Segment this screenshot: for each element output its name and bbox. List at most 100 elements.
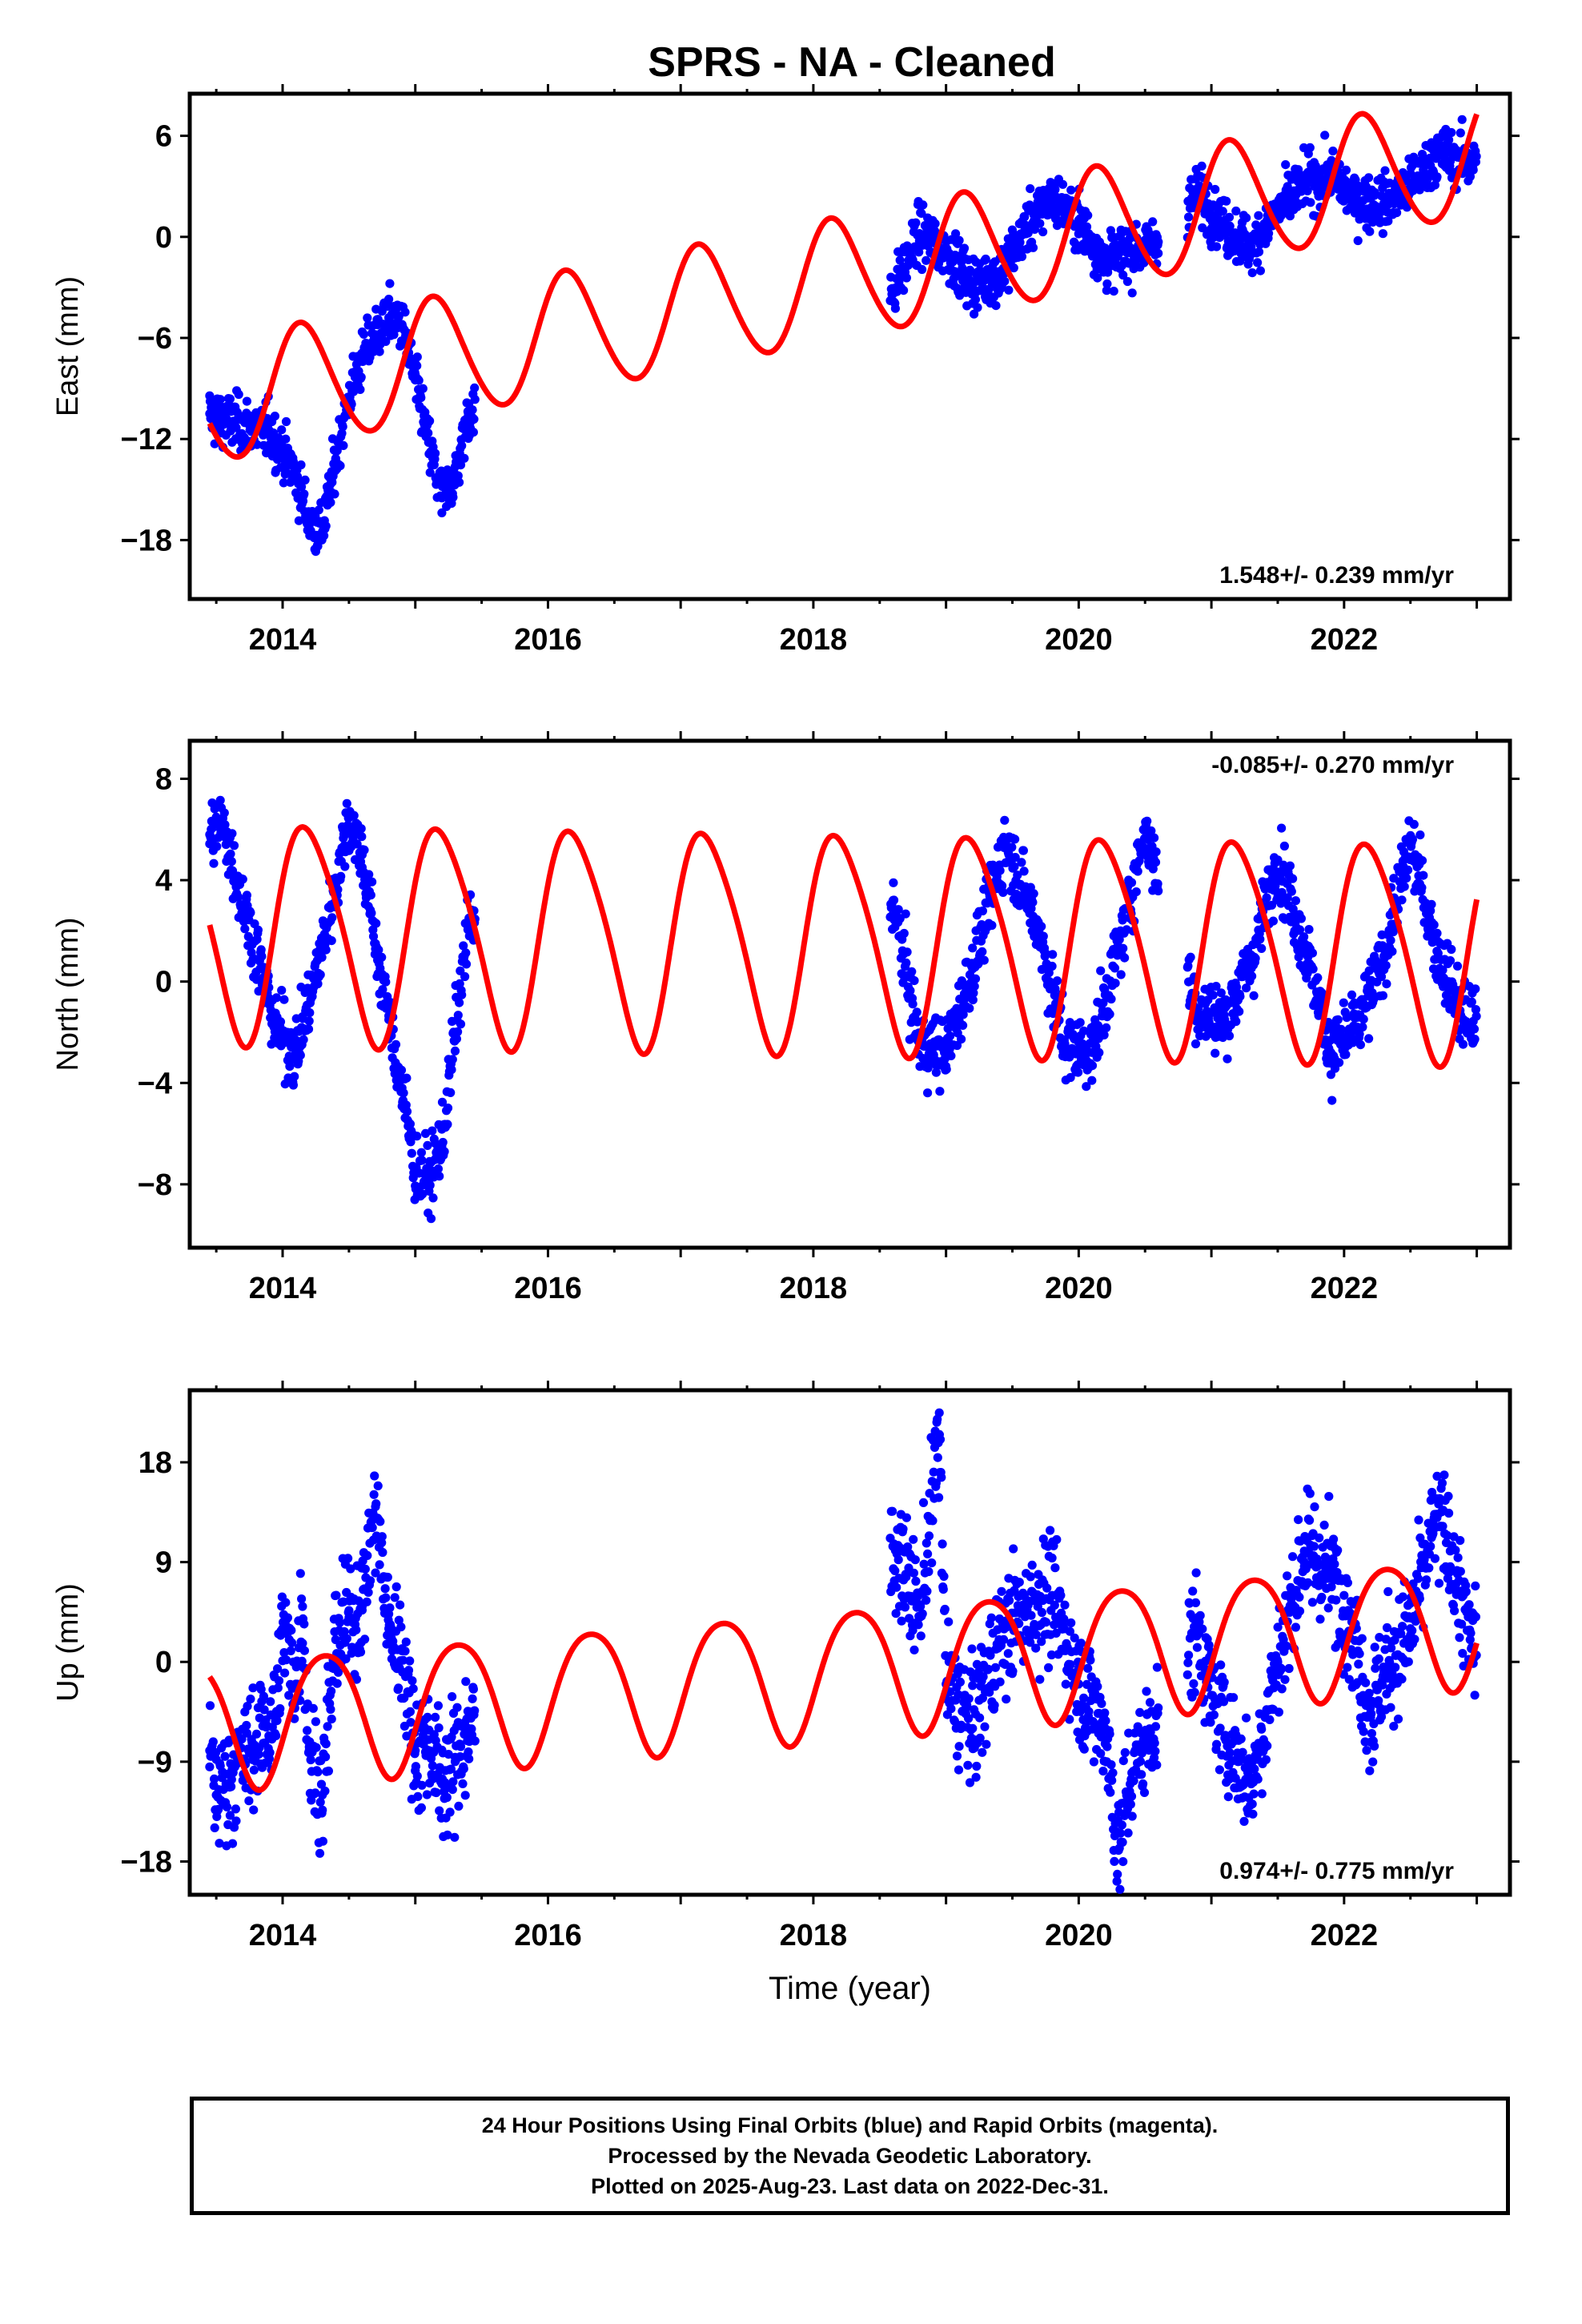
up-data-point (222, 1802, 232, 1811)
east-data-point (1009, 263, 1018, 273)
up-data-point (1239, 1816, 1249, 1826)
up-data-point (287, 1626, 296, 1635)
north-data-point (336, 871, 346, 881)
up-data-point (380, 1584, 390, 1594)
up-data-point (385, 1603, 395, 1613)
up-data-point (412, 1771, 422, 1781)
north-data-point (946, 1031, 955, 1041)
east-data-point (470, 395, 480, 404)
east-data-point (412, 352, 422, 362)
east-data-point (1235, 256, 1245, 266)
up-data-point (259, 1691, 268, 1701)
north-model-curve (207, 824, 1480, 1070)
up-data-point (246, 1695, 255, 1704)
east-data-point (296, 460, 306, 470)
east-data-point (1047, 193, 1057, 203)
up-data-point (1118, 1857, 1128, 1867)
north-data-point (1007, 842, 1017, 852)
north-data-point (1352, 1023, 1362, 1032)
north-data-point (340, 862, 350, 871)
up-data-point (938, 1539, 947, 1549)
up-data-point (1098, 1767, 1108, 1776)
east-data-point (1273, 207, 1283, 216)
east-data-point (1392, 208, 1402, 218)
east-data-point (304, 515, 314, 525)
east-data-point (1004, 285, 1014, 295)
up-data-point (299, 1646, 309, 1655)
up-data-point (227, 1775, 236, 1784)
up-data-point (468, 1684, 479, 1694)
up-data-point (1009, 1544, 1018, 1554)
north-data-point (1017, 858, 1026, 867)
up-data-point (1324, 1492, 1334, 1502)
north-data-point (299, 1035, 308, 1044)
up-data-point (448, 1785, 457, 1795)
up-data-point (398, 1655, 408, 1665)
north-data-point (327, 936, 336, 946)
up-data-point (318, 1836, 327, 1846)
north-data-point (968, 943, 978, 953)
up-data-point (1368, 1757, 1378, 1767)
north-data-point (935, 1087, 945, 1096)
up-data-point (1277, 1684, 1287, 1694)
up-data-point (1274, 1707, 1283, 1717)
east-data-point (1212, 242, 1222, 251)
up-data-point (394, 1615, 404, 1625)
up-data-point (937, 1473, 946, 1482)
east-data-point (264, 426, 274, 436)
up-data-point (901, 1513, 911, 1522)
up-data-point (378, 1547, 387, 1558)
up-data-point (326, 1704, 335, 1715)
east-data-point (1154, 237, 1163, 247)
north-data-point (1001, 838, 1010, 847)
east-data-point (234, 389, 243, 400)
up-data-point (351, 1625, 361, 1634)
north-data-point (271, 993, 281, 1003)
north-data-point (902, 947, 912, 957)
east-data-point (281, 416, 291, 427)
east-data-point (1380, 166, 1390, 175)
east-data-point (911, 218, 921, 227)
up-data-point (944, 1617, 954, 1626)
north-data-point (912, 1007, 921, 1017)
up-plot-frame (187, 1388, 1512, 1897)
up-data-point (997, 1586, 1006, 1596)
east-data-point (1247, 268, 1257, 278)
north-data-point (317, 952, 327, 962)
east-data-point (1017, 251, 1027, 261)
up-data-point (908, 1626, 917, 1635)
east-data-point (1447, 127, 1456, 138)
east-data-point (1028, 243, 1038, 252)
up-data-point (428, 1761, 438, 1771)
up-data-point (1248, 1809, 1258, 1819)
up-data-point (1357, 1634, 1367, 1643)
up-data-point (344, 1606, 354, 1615)
up-data-point (456, 1742, 466, 1751)
north-data-point (407, 1148, 416, 1158)
up-data-point (460, 1791, 470, 1800)
north-data-point (968, 964, 978, 974)
east-data-point (337, 428, 347, 438)
north-data-point (1134, 856, 1144, 866)
up-data-point (1319, 1520, 1329, 1530)
north-data-point (1287, 887, 1296, 896)
north-data-point (1355, 1040, 1365, 1050)
north-data-point (909, 975, 919, 986)
up-data-point (986, 1613, 996, 1622)
north-data-point (1106, 994, 1116, 1004)
up-data-point (918, 1498, 929, 1507)
north-x-tick-label: 2014 (249, 1272, 317, 1305)
east-data-point (1255, 266, 1265, 275)
north-data-point (1018, 846, 1028, 855)
up-data-point (1031, 1630, 1041, 1639)
up-data-point (1215, 1765, 1224, 1775)
up-data-point (1386, 1703, 1395, 1712)
east-data-point (1432, 148, 1442, 158)
east-data-point (1118, 270, 1128, 280)
north-data-point (357, 850, 367, 859)
up-data-point (888, 1506, 897, 1516)
up-data-point (990, 1700, 999, 1710)
north-data-point (464, 921, 473, 931)
north-data-point (1110, 963, 1120, 973)
